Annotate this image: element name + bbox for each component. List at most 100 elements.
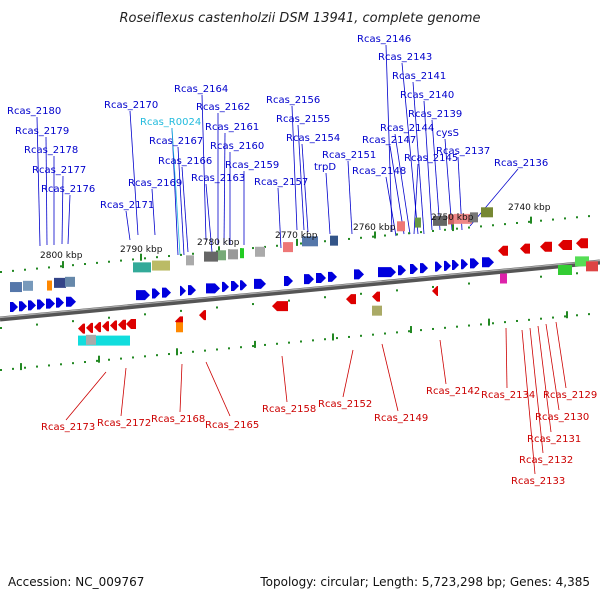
forward-gene-arrow [240, 280, 247, 291]
ruler-dot [192, 252, 194, 255]
gene-label[interactable]: Rcas_2134 [481, 390, 535, 401]
ruler-dot [180, 309, 182, 312]
gene-label[interactable]: Rcas_2151 [322, 150, 376, 161]
gene-label[interactable]: Rcas_2158 [262, 404, 316, 415]
ruler-dot [540, 275, 542, 278]
forward-gene-arrow [37, 299, 45, 310]
ruler-dot [180, 253, 182, 256]
label-connector [129, 110, 139, 236]
gene-label[interactable]: Rcas_2170 [104, 100, 158, 111]
gene-label[interactable]: Rcas_2164 [174, 84, 228, 95]
gene-label[interactable]: Rcas_2166 [158, 156, 212, 167]
forward-gene-arrow [378, 267, 396, 278]
gene-label[interactable]: Rcas_2178 [24, 145, 78, 156]
gene-label[interactable]: Rcas_2167 [149, 136, 203, 147]
ruler-dot [456, 227, 458, 230]
gene-label[interactable]: Rcas_2129 [543, 390, 597, 401]
feature-box [78, 335, 130, 346]
reverse-gene-arrow [558, 239, 572, 250]
gene-label[interactable]: trpD [314, 162, 336, 173]
forward-gene-arrow [444, 260, 451, 271]
gene-label[interactable]: Rcas_2179 [15, 126, 69, 137]
ruler-dot [528, 318, 530, 321]
gene-label[interactable]: Rcas_2142 [426, 386, 480, 397]
feature-box [204, 251, 218, 262]
ruler-dot [516, 221, 518, 224]
gene-label[interactable]: Rcas_2168 [151, 414, 205, 425]
feature-box [448, 214, 454, 225]
label-connector [45, 136, 48, 246]
gene-label[interactable]: Rcas_2132 [519, 455, 573, 466]
ruler-dot [516, 319, 518, 322]
forward-gene-arrow [136, 290, 150, 301]
feature-box [415, 217, 421, 228]
feature-box [10, 282, 22, 293]
forward-gene-arrow [10, 302, 18, 313]
forward-gene-arrow [254, 278, 266, 289]
ruler-dot [96, 359, 98, 362]
tick-label: 2800 kbp [40, 251, 83, 261]
ruler-dot [288, 341, 290, 344]
gene-label[interactable]: Rcas_2156 [266, 95, 320, 106]
gene-label[interactable]: cysS [436, 128, 459, 139]
gene-label[interactable]: Rcas_2177 [32, 165, 86, 176]
gene-label[interactable]: Rcas_2139 [408, 109, 462, 120]
ruler-dot [372, 333, 374, 336]
gene-label[interactable]: Rcas_2147 [362, 135, 416, 146]
gene-label[interactable]: Rcas_2143 [378, 52, 432, 63]
gene-label[interactable]: Rcas_2137 [436, 146, 490, 157]
ruler-dot [432, 327, 434, 330]
gene-label[interactable]: Rcas_2140 [400, 90, 454, 101]
gene-label[interactable]: Rcas_2130 [535, 412, 589, 423]
ruler-dot [576, 272, 578, 275]
label-connector [61, 175, 64, 245]
gene-label[interactable]: Rcas_2171 [100, 200, 154, 211]
gene-label[interactable]: Rcas_R0024 [140, 117, 201, 128]
ruler-dot [384, 332, 386, 335]
gene-label[interactable]: Rcas_2149 [374, 413, 428, 424]
ruler-dot [12, 367, 14, 370]
ruler-dot [216, 348, 218, 351]
gene-label[interactable]: Rcas_2145 [404, 153, 458, 164]
gene-label[interactable]: Rcas_2162 [196, 102, 250, 113]
gene-features [10, 207, 598, 346]
forward-gene-arrow [482, 257, 494, 268]
label-connector [201, 94, 207, 241]
ruler-dot [252, 247, 254, 250]
gene-label[interactable]: Rcas_2165 [205, 420, 259, 431]
gene-label[interactable]: Rcas_2131 [527, 434, 581, 445]
gene-label[interactable]: Rcas_2173 [41, 422, 95, 433]
feature-box [65, 276, 75, 287]
gene-label[interactable]: Rcas_2169 [128, 178, 182, 189]
ruler-dot [372, 235, 374, 238]
gene-label[interactable]: Rcas_2136 [494, 158, 548, 169]
gene-label[interactable]: Rcas_2148 [352, 166, 406, 177]
forward-gene-arrow [461, 259, 468, 270]
ruler-dot [576, 216, 578, 219]
gene-label[interactable]: Rcas_2144 [380, 123, 434, 134]
inner-ruler-dots [0, 272, 590, 371]
gene-label[interactable]: Rcas_2146 [357, 34, 411, 45]
gene-label[interactable]: Rcas_2159 [225, 160, 279, 171]
gene-label[interactable]: Rcas_2161 [205, 122, 259, 133]
accession-text: Accession: NC_009767 [8, 575, 144, 589]
gene-label[interactable]: Rcas_2172 [97, 418, 151, 429]
gene-label[interactable]: Rcas_2176 [41, 184, 95, 195]
gene-label[interactable]: Rcas_2163 [191, 173, 245, 184]
ruler-tick [20, 363, 22, 371]
gene-label[interactable]: Rcas_2152 [318, 399, 372, 410]
gene-label[interactable]: Rcas_2160 [210, 141, 264, 152]
ruler-dot [312, 339, 314, 342]
ruler-dot [240, 346, 242, 349]
ruler-dot [156, 354, 158, 357]
forward-gene-arrow [410, 264, 418, 275]
gene-label[interactable]: Rcas_2141 [392, 71, 446, 82]
ruler-dot [36, 365, 38, 368]
gene-label[interactable]: Rcas_2154 [286, 133, 340, 144]
gene-label[interactable]: Rcas_2180 [7, 106, 61, 117]
label-connector [505, 327, 508, 389]
forward-gene-arrow [19, 301, 27, 312]
gene-label[interactable]: Rcas_2155 [276, 114, 330, 125]
gene-label[interactable]: Rcas_2157 [254, 177, 308, 188]
gene-label[interactable]: Rcas_2133 [511, 476, 565, 487]
